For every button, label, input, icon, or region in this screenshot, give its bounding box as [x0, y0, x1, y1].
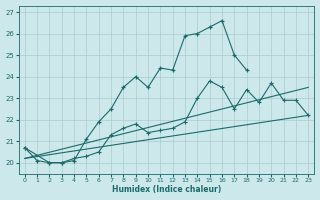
X-axis label: Humidex (Indice chaleur): Humidex (Indice chaleur) [112, 185, 221, 194]
